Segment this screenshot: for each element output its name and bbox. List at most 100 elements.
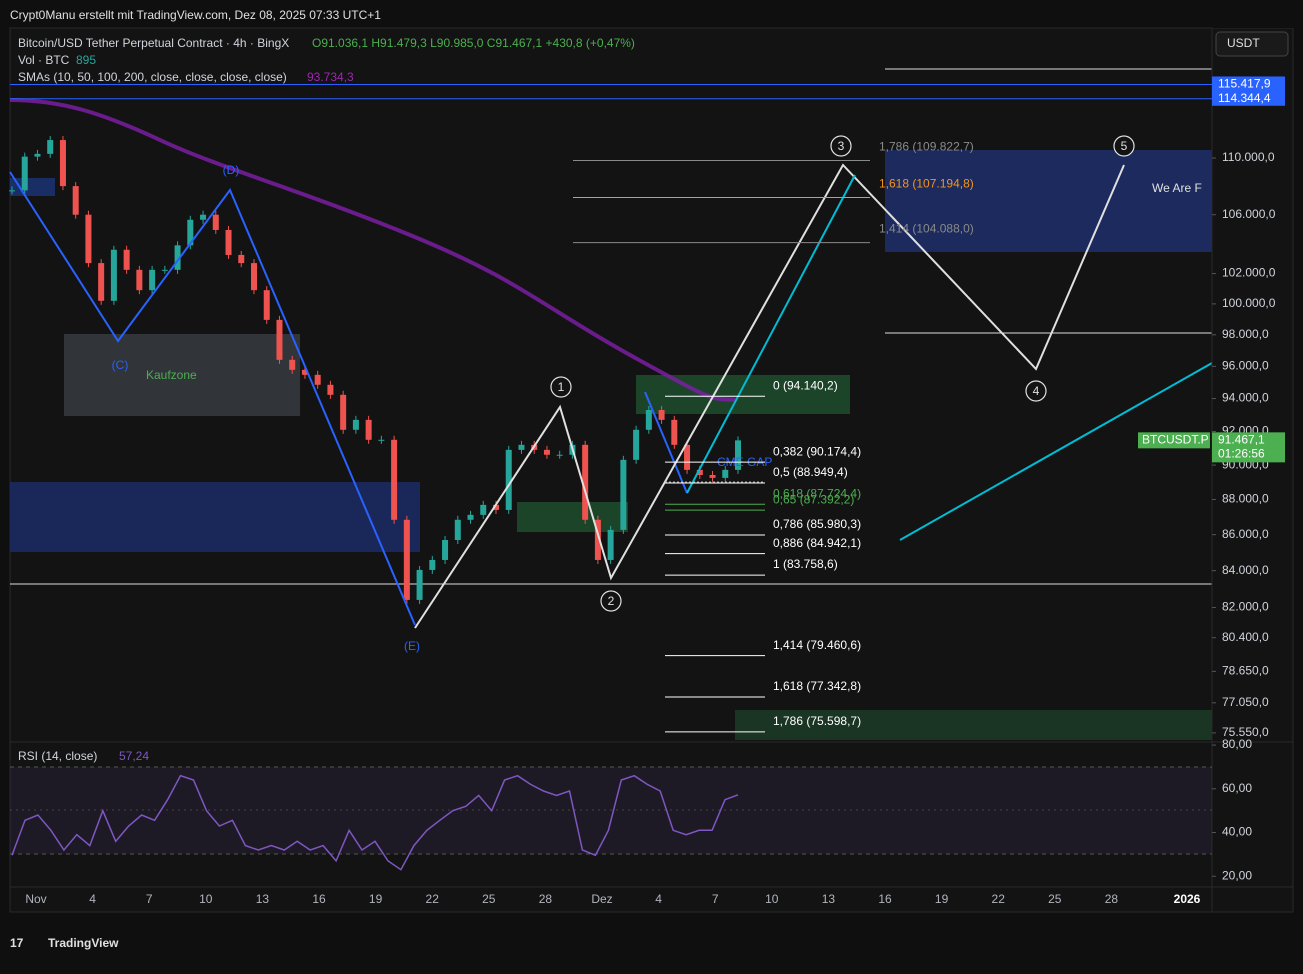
- candle: [352, 419, 359, 430]
- x-tick-label: 10: [765, 892, 779, 906]
- candle: [365, 419, 372, 440]
- candle: [505, 449, 512, 510]
- zone: [517, 502, 628, 532]
- last-price: 91.467,1: [1218, 433, 1265, 447]
- x-tick-label: 13: [822, 892, 836, 906]
- wave-circle: [550, 376, 572, 398]
- candle: [340, 394, 347, 430]
- rsi-label: RSI (14, close): [18, 749, 97, 763]
- price-label-box: [1212, 90, 1285, 106]
- candle: [200, 214, 207, 220]
- y-tick-label: 94.000,0: [1222, 391, 1269, 405]
- candle: [378, 439, 385, 441]
- candle: [263, 290, 270, 320]
- price-label: 114.344,4: [1218, 91, 1271, 105]
- wave-label: 5: [1121, 139, 1128, 153]
- wave-label: 2: [608, 594, 615, 608]
- fib-label: 1,414 (79.460,6): [773, 638, 861, 652]
- candle: [493, 504, 499, 510]
- candle: [709, 474, 716, 478]
- candle: [21, 156, 28, 191]
- x-tick-label: 2026: [1174, 892, 1201, 906]
- x-tick-label: 28: [539, 892, 553, 906]
- candle: [556, 454, 563, 456]
- zone: [10, 178, 55, 196]
- candle: [696, 469, 703, 475]
- currency[interactable]: USDT: [1227, 36, 1260, 50]
- candle: [684, 444, 691, 470]
- fib-label: 0 (94.140,2): [773, 378, 838, 392]
- candle: [9, 190, 15, 192]
- candle: [238, 254, 245, 264]
- price-label-box: [1212, 76, 1285, 92]
- volume-label: Vol · BTC: [18, 53, 70, 67]
- logo-mark: 17: [10, 936, 24, 950]
- candle: [187, 219, 194, 246]
- y-tick-label: 96.000,0: [1222, 359, 1269, 373]
- volume-value: 895: [76, 53, 96, 67]
- abc-line: [9, 171, 416, 626]
- price-label: 115.417,9: [1218, 77, 1271, 91]
- zone: [735, 710, 1212, 740]
- candle: [620, 459, 627, 530]
- fib-label: 0,618 (87.724,4): [773, 486, 861, 500]
- abc-label: (D): [223, 163, 240, 177]
- candle: [85, 214, 92, 264]
- candle: [722, 469, 729, 478]
- candle: [301, 369, 308, 375]
- abc-line: [644, 391, 688, 494]
- last-price-box: [1212, 432, 1285, 463]
- candle: [314, 374, 321, 385]
- x-tick-label: 16: [312, 892, 326, 906]
- candle: [251, 263, 257, 291]
- fib-label: 1,618 (107.194,8): [879, 177, 974, 191]
- candle: [467, 514, 474, 520]
- x-tick-label: 4: [655, 892, 662, 906]
- candle: [543, 449, 550, 455]
- zone: [10, 482, 420, 552]
- y-tick-label: 75.550,0: [1222, 725, 1269, 739]
- brand: TradingView: [48, 936, 119, 950]
- candle: [149, 269, 156, 291]
- wave-circle: [830, 135, 852, 157]
- y-tick-label: 80.400,0: [1222, 630, 1269, 644]
- candle: [645, 409, 652, 430]
- wave-label: 4: [1033, 384, 1040, 398]
- wave-circle: [600, 590, 622, 612]
- candle: [403, 519, 410, 600]
- x-tick-label: 25: [482, 892, 496, 906]
- y-tick-label: 77.050,0: [1222, 695, 1269, 709]
- x-tick-label: 19: [369, 892, 383, 906]
- candle: [671, 419, 678, 445]
- zone-label: We Are F: [1152, 181, 1202, 195]
- wave-circle: [1113, 135, 1135, 157]
- symbol-tag: BTCUSDT.P: [1142, 433, 1209, 447]
- candle: [327, 384, 334, 395]
- x-tick-label: 13: [256, 892, 270, 906]
- currency-button[interactable]: [1215, 31, 1289, 57]
- candle: [391, 439, 398, 520]
- fib-label: 0,786 (85.980,3): [773, 517, 861, 531]
- zone: [636, 375, 850, 414]
- abc-label: (E): [404, 639, 420, 653]
- rsi-line: [11, 774, 739, 871]
- candle: [594, 519, 601, 560]
- candle: [72, 186, 79, 215]
- candle: [289, 359, 296, 370]
- candle: [633, 429, 640, 460]
- candle: [161, 269, 168, 271]
- x-tick-label: 16: [878, 892, 892, 906]
- x-tick-label: 7: [712, 892, 719, 906]
- candle: [123, 249, 130, 270]
- y-tick-label: 98.000,0: [1222, 327, 1269, 341]
- rsi-tick-label: 20,00: [1222, 868, 1252, 882]
- candle: [98, 263, 105, 301]
- trend-line: [686, 174, 856, 494]
- y-tick-label: 86.000,0: [1222, 527, 1269, 541]
- candle: [429, 559, 436, 570]
- sma-line: [9, 98, 736, 402]
- zone-label: Kaufzone: [146, 368, 197, 382]
- x-tick-label: 22: [992, 892, 1006, 906]
